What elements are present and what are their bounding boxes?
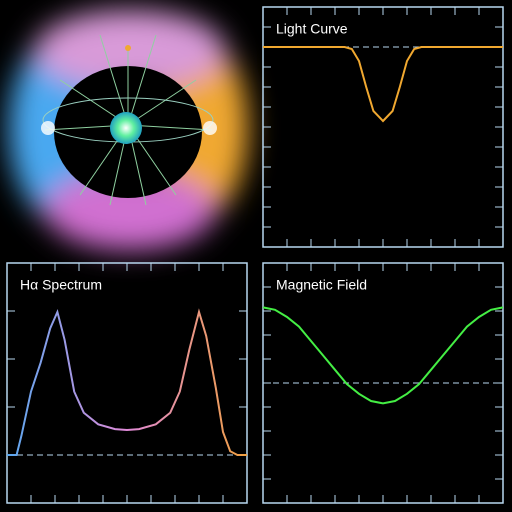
plot-title: Magnetic Field bbox=[276, 277, 367, 293]
data-line bbox=[263, 46, 503, 123]
plot-frame bbox=[262, 6, 504, 248]
data-line bbox=[262, 306, 504, 405]
disk-image bbox=[9, 10, 248, 250]
plot-frame bbox=[6, 262, 248, 504]
plot-title: Hα Spectrum bbox=[20, 277, 102, 293]
data-line bbox=[7, 308, 247, 456]
plot-title: Light Curve bbox=[276, 21, 348, 37]
